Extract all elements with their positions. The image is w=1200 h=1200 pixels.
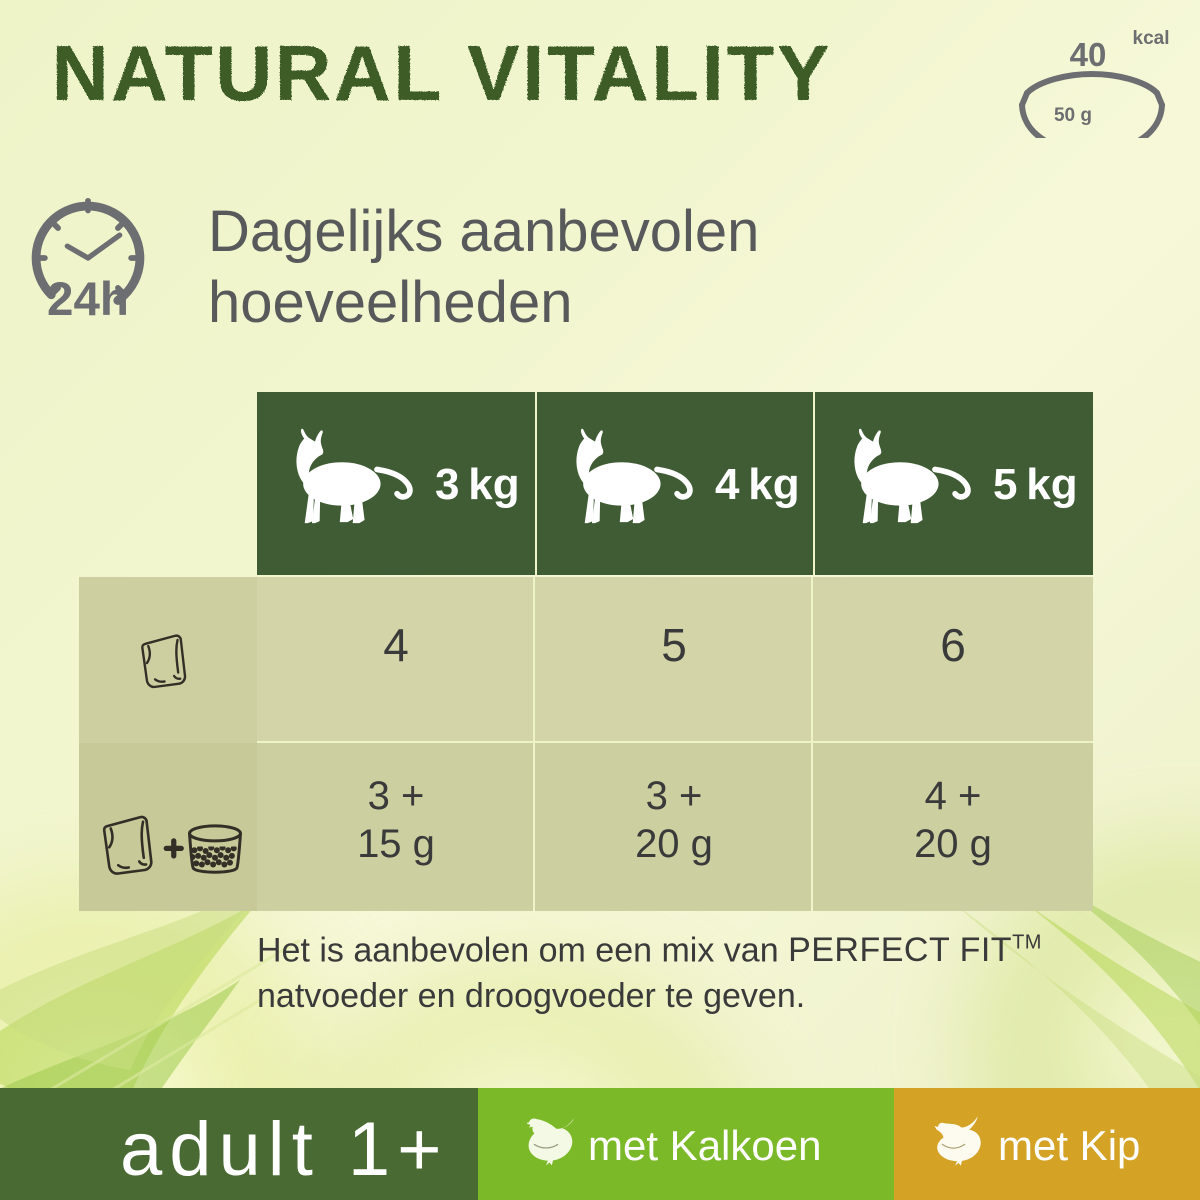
svg-text:kcal: kcal <box>1133 28 1170 49</box>
svg-text:50 g: 50 g <box>1054 105 1092 126</box>
svg-text:40: 40 <box>1070 36 1107 73</box>
svg-text:24h: 24h <box>47 273 129 324</box>
